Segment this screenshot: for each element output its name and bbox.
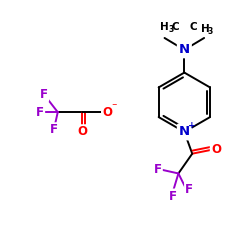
Text: C: C bbox=[172, 22, 179, 32]
Text: 3: 3 bbox=[168, 25, 174, 34]
Text: O: O bbox=[211, 143, 221, 156]
Text: N: N bbox=[179, 43, 190, 56]
Text: O: O bbox=[78, 126, 88, 138]
Text: F: F bbox=[185, 183, 193, 196]
Text: 3: 3 bbox=[207, 27, 212, 36]
Text: F: F bbox=[50, 124, 58, 136]
Text: F: F bbox=[36, 106, 44, 119]
Text: F: F bbox=[168, 190, 176, 203]
Text: F: F bbox=[154, 163, 162, 176]
Text: N: N bbox=[179, 126, 190, 138]
Text: +: + bbox=[188, 122, 196, 130]
Text: F: F bbox=[40, 88, 48, 101]
Text: ⁻: ⁻ bbox=[111, 102, 117, 112]
Text: C: C bbox=[190, 22, 197, 32]
Text: H: H bbox=[160, 22, 169, 32]
Text: H: H bbox=[201, 24, 210, 34]
Text: O: O bbox=[102, 106, 112, 119]
